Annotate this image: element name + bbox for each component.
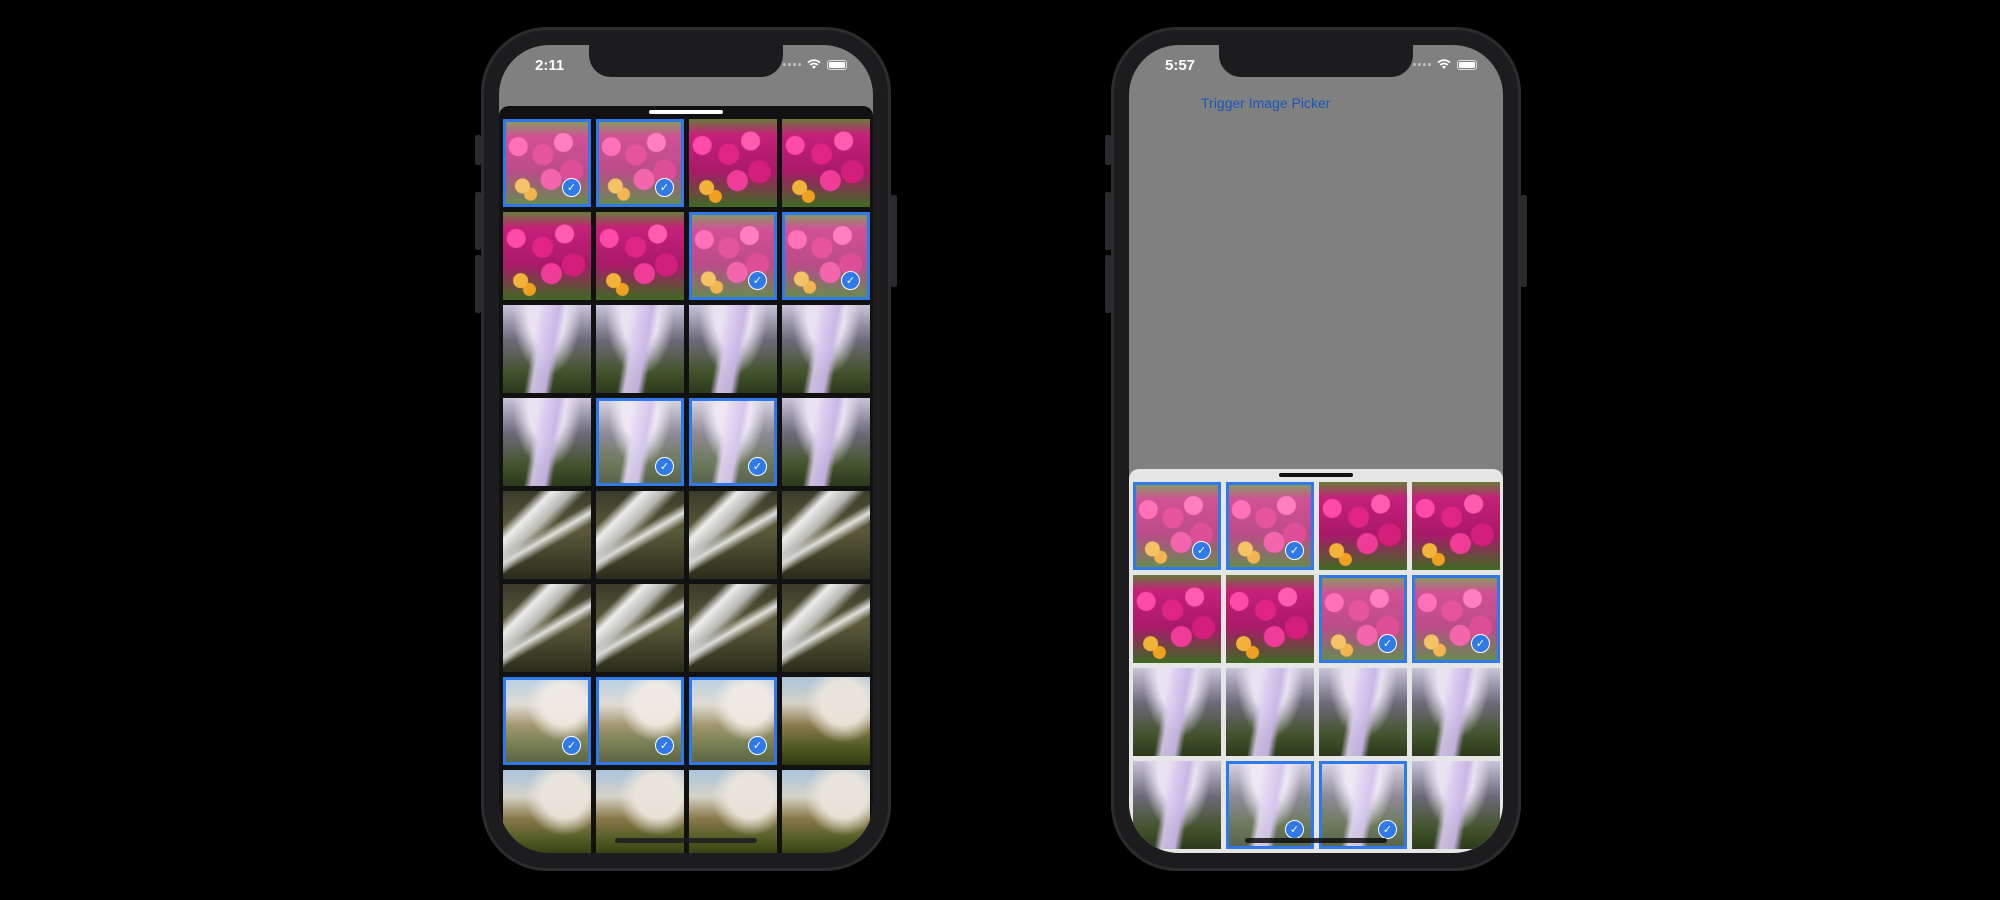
right-screen: 5:57 Trigger Image Picker ✓ ✓ ✓ ✓ ✓ ✓ (1129, 45, 1503, 853)
checkmark-icon: ✓ (748, 457, 767, 476)
image-thumbnail[interactable] (1133, 575, 1221, 663)
image-thumbnail[interactable] (782, 677, 870, 765)
image-thumbnail[interactable] (503, 584, 591, 672)
image-thumbnail[interactable] (503, 770, 591, 853)
image-thumbnail[interactable] (1133, 761, 1221, 849)
sheet-grabber[interactable] (1279, 473, 1353, 477)
image-thumbnail[interactable] (596, 305, 684, 393)
image-thumbnail[interactable]: ✓ (503, 119, 591, 207)
checkmark-icon: ✓ (562, 736, 581, 755)
image-thumbnail[interactable] (1319, 668, 1407, 756)
checkmark-icon: ✓ (562, 178, 581, 197)
image-thumbnail[interactable]: ✓ (596, 677, 684, 765)
image-thumbnail[interactable] (1319, 482, 1407, 570)
checkmark-icon: ✓ (841, 271, 860, 290)
image-thumbnail[interactable] (503, 305, 591, 393)
volume-down-button (1105, 255, 1111, 313)
battery-icon (1457, 59, 1477, 70)
image-thumbnail[interactable]: ✓ (503, 677, 591, 765)
checkmark-icon: ✓ (1285, 541, 1304, 560)
image-thumbnail[interactable] (1412, 668, 1500, 756)
image-grid: ✓ ✓ ✓ ✓ ✓ ✓ ✓ ✓ ✓ (503, 119, 870, 853)
image-thumbnail[interactable] (689, 584, 777, 672)
image-thumbnail[interactable] (689, 119, 777, 207)
image-thumbnail[interactable] (1133, 668, 1221, 756)
image-thumbnail[interactable]: ✓ (1412, 575, 1500, 663)
notch (1219, 45, 1413, 77)
checkmark-icon: ✓ (655, 178, 674, 197)
signal-icon (783, 63, 801, 66)
image-thumbnail[interactable]: ✓ (1133, 482, 1221, 570)
wifi-icon (807, 59, 821, 69)
image-thumbnail[interactable]: ✓ (1226, 482, 1314, 570)
status-icons (1413, 59, 1477, 70)
side-button (1521, 195, 1527, 287)
image-thumbnail[interactable]: ✓ (596, 398, 684, 486)
mute-switch (475, 135, 481, 165)
image-thumbnail[interactable] (503, 491, 591, 579)
checkmark-icon: ✓ (655, 736, 674, 755)
checkmark-icon: ✓ (748, 736, 767, 755)
notch (589, 45, 783, 77)
image-thumbnail[interactable] (1226, 668, 1314, 756)
checkmark-icon: ✓ (1471, 634, 1490, 653)
image-thumbnail[interactable] (782, 491, 870, 579)
image-thumbnail[interactable] (782, 119, 870, 207)
home-indicator[interactable] (615, 838, 757, 843)
left-screen: 2:11 ✓ ✓ ✓ ✓ ✓ ✓ ✓ ✓ ✓ (499, 45, 873, 853)
trigger-image-picker-button[interactable]: Trigger Image Picker (1201, 95, 1331, 111)
image-thumbnail[interactable]: ✓ (1319, 761, 1407, 849)
image-picker-sheet: ✓ ✓ ✓ ✓ ✓ ✓ ✓ ✓ ✓ (499, 106, 873, 853)
signal-icon (1413, 63, 1431, 66)
checkmark-icon: ✓ (1285, 820, 1304, 839)
status-time: 2:11 (535, 57, 565, 74)
sheet-grabber[interactable] (649, 110, 723, 114)
image-thumbnail[interactable] (503, 212, 591, 300)
image-thumbnail[interactable]: ✓ (689, 398, 777, 486)
status-icons (783, 59, 847, 70)
volume-up-button (475, 192, 481, 250)
image-thumbnail[interactable]: ✓ (1226, 761, 1314, 849)
image-thumbnail[interactable]: ✓ (782, 212, 870, 300)
image-thumbnail[interactable] (782, 770, 870, 853)
image-thumbnail[interactable]: ✓ (1319, 575, 1407, 663)
volume-up-button (1105, 192, 1111, 250)
image-thumbnail[interactable] (1226, 575, 1314, 663)
image-thumbnail[interactable] (782, 398, 870, 486)
image-thumbnail[interactable] (782, 305, 870, 393)
volume-down-button (475, 255, 481, 313)
image-thumbnail[interactable] (782, 584, 870, 672)
checkmark-icon: ✓ (1378, 634, 1397, 653)
checkmark-icon: ✓ (655, 457, 674, 476)
image-thumbnail[interactable]: ✓ (596, 119, 684, 207)
right-phone: 5:57 Trigger Image Picker ✓ ✓ ✓ ✓ ✓ ✓ (1105, 27, 1527, 871)
image-thumbnail[interactable] (1412, 761, 1500, 849)
image-thumbnail[interactable] (689, 491, 777, 579)
image-thumbnail[interactable]: ✓ (689, 677, 777, 765)
side-button (891, 195, 897, 287)
image-thumbnail[interactable] (1412, 482, 1500, 570)
image-thumbnail[interactable]: ✓ (689, 212, 777, 300)
checkmark-icon: ✓ (1378, 820, 1397, 839)
left-phone: 2:11 ✓ ✓ ✓ ✓ ✓ ✓ ✓ ✓ ✓ (475, 27, 897, 871)
checkmark-icon: ✓ (748, 271, 767, 290)
image-thumbnail[interactable] (596, 491, 684, 579)
image-thumbnail[interactable] (596, 212, 684, 300)
image-picker-sheet: ✓ ✓ ✓ ✓ ✓ ✓ (1129, 469, 1503, 853)
battery-icon (827, 59, 847, 70)
checkmark-icon: ✓ (1192, 541, 1211, 560)
status-time: 5:57 (1165, 57, 1196, 74)
mute-switch (1105, 135, 1111, 165)
home-indicator[interactable] (1245, 838, 1387, 843)
image-thumbnail[interactable] (689, 305, 777, 393)
image-grid: ✓ ✓ ✓ ✓ ✓ ✓ (1133, 482, 1500, 853)
image-thumbnail[interactable] (596, 584, 684, 672)
wifi-icon (1437, 59, 1451, 69)
image-thumbnail[interactable] (503, 398, 591, 486)
